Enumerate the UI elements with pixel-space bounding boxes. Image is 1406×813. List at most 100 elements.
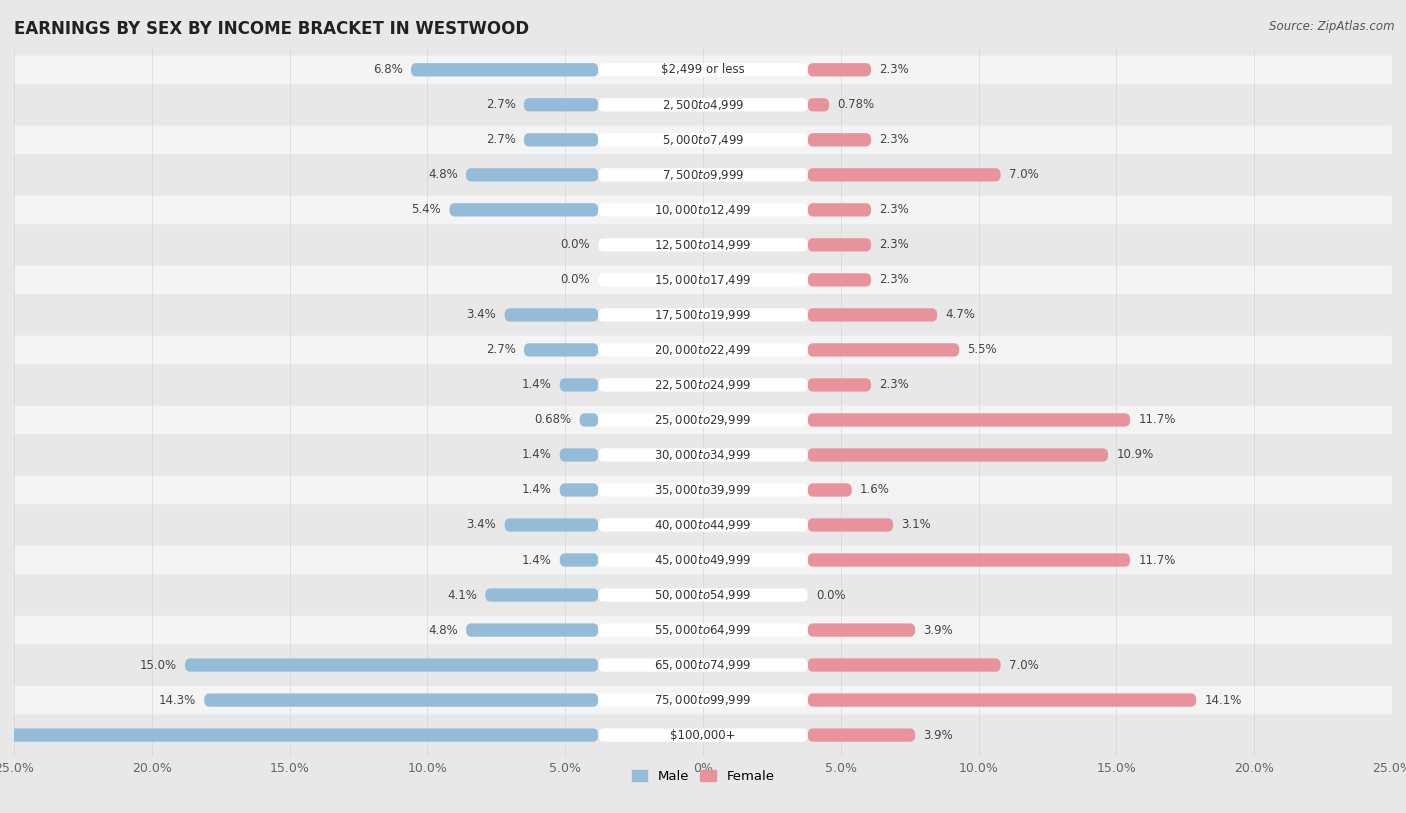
- Text: 5.4%: 5.4%: [412, 203, 441, 216]
- Text: 11.7%: 11.7%: [1139, 554, 1175, 567]
- Text: 2.3%: 2.3%: [879, 133, 910, 146]
- FancyBboxPatch shape: [807, 238, 872, 251]
- FancyBboxPatch shape: [505, 308, 599, 322]
- FancyBboxPatch shape: [450, 203, 599, 216]
- FancyBboxPatch shape: [14, 406, 1392, 434]
- FancyBboxPatch shape: [599, 554, 807, 567]
- Text: 7.0%: 7.0%: [1010, 659, 1039, 672]
- FancyBboxPatch shape: [14, 90, 1392, 119]
- FancyBboxPatch shape: [14, 546, 1392, 574]
- Text: $10,000 to $12,499: $10,000 to $12,499: [654, 203, 752, 217]
- FancyBboxPatch shape: [807, 554, 1130, 567]
- Text: 4.1%: 4.1%: [447, 589, 477, 602]
- FancyBboxPatch shape: [560, 483, 599, 497]
- FancyBboxPatch shape: [14, 511, 1392, 539]
- FancyBboxPatch shape: [807, 133, 872, 146]
- FancyBboxPatch shape: [14, 301, 1392, 329]
- FancyBboxPatch shape: [599, 273, 807, 286]
- Text: 0.0%: 0.0%: [561, 238, 591, 251]
- Text: Source: ZipAtlas.com: Source: ZipAtlas.com: [1270, 20, 1395, 33]
- Text: $40,000 to $44,999: $40,000 to $44,999: [654, 518, 752, 532]
- Text: 15.0%: 15.0%: [139, 659, 177, 672]
- Text: $17,500 to $19,999: $17,500 to $19,999: [654, 308, 752, 322]
- FancyBboxPatch shape: [807, 63, 872, 76]
- Text: 11.7%: 11.7%: [1139, 414, 1175, 427]
- Text: $5,000 to $7,499: $5,000 to $7,499: [662, 133, 744, 147]
- FancyBboxPatch shape: [14, 266, 1392, 294]
- FancyBboxPatch shape: [524, 98, 599, 111]
- FancyBboxPatch shape: [599, 203, 807, 216]
- FancyBboxPatch shape: [411, 63, 599, 76]
- FancyBboxPatch shape: [599, 308, 807, 322]
- FancyBboxPatch shape: [807, 168, 1001, 181]
- FancyBboxPatch shape: [807, 273, 872, 286]
- Text: $100,000+: $100,000+: [671, 728, 735, 741]
- Text: 1.4%: 1.4%: [522, 449, 551, 462]
- FancyBboxPatch shape: [560, 448, 599, 462]
- FancyBboxPatch shape: [14, 615, 1392, 645]
- FancyBboxPatch shape: [599, 659, 807, 672]
- Text: $75,000 to $99,999: $75,000 to $99,999: [654, 693, 752, 707]
- Text: $12,500 to $14,999: $12,500 to $14,999: [654, 238, 752, 252]
- FancyBboxPatch shape: [14, 580, 1392, 609]
- FancyBboxPatch shape: [599, 483, 807, 497]
- FancyBboxPatch shape: [599, 728, 807, 741]
- FancyBboxPatch shape: [599, 693, 807, 706]
- Text: 3.1%: 3.1%: [901, 519, 931, 532]
- FancyBboxPatch shape: [485, 589, 599, 602]
- FancyBboxPatch shape: [579, 413, 599, 427]
- FancyBboxPatch shape: [465, 624, 599, 637]
- Text: 6.8%: 6.8%: [373, 63, 402, 76]
- FancyBboxPatch shape: [599, 624, 807, 637]
- Text: EARNINGS BY SEX BY INCOME BRACKET IN WESTWOOD: EARNINGS BY SEX BY INCOME BRACKET IN WES…: [14, 20, 529, 38]
- Text: 2.3%: 2.3%: [879, 203, 910, 216]
- FancyBboxPatch shape: [14, 371, 1392, 399]
- FancyBboxPatch shape: [14, 336, 1392, 364]
- FancyBboxPatch shape: [524, 133, 599, 146]
- FancyBboxPatch shape: [599, 238, 807, 251]
- FancyBboxPatch shape: [204, 693, 599, 706]
- Text: 1.4%: 1.4%: [522, 484, 551, 497]
- FancyBboxPatch shape: [0, 728, 599, 741]
- FancyBboxPatch shape: [807, 624, 915, 637]
- FancyBboxPatch shape: [807, 378, 872, 392]
- Text: $50,000 to $54,999: $50,000 to $54,999: [654, 588, 752, 602]
- Text: 3.9%: 3.9%: [924, 728, 953, 741]
- Text: 2.7%: 2.7%: [485, 133, 516, 146]
- FancyBboxPatch shape: [14, 686, 1392, 715]
- FancyBboxPatch shape: [599, 98, 807, 111]
- FancyBboxPatch shape: [599, 589, 807, 602]
- FancyBboxPatch shape: [14, 476, 1392, 504]
- FancyBboxPatch shape: [807, 483, 852, 497]
- Text: 2.3%: 2.3%: [879, 378, 910, 391]
- Text: 14.1%: 14.1%: [1205, 693, 1241, 706]
- FancyBboxPatch shape: [599, 378, 807, 392]
- FancyBboxPatch shape: [599, 413, 807, 427]
- FancyBboxPatch shape: [465, 168, 599, 181]
- FancyBboxPatch shape: [186, 659, 599, 672]
- FancyBboxPatch shape: [14, 55, 1392, 84]
- Text: 2.3%: 2.3%: [879, 273, 910, 286]
- Text: $45,000 to $49,999: $45,000 to $49,999: [654, 553, 752, 567]
- Text: 2.3%: 2.3%: [879, 63, 910, 76]
- Text: $2,499 or less: $2,499 or less: [661, 63, 745, 76]
- Text: $15,000 to $17,499: $15,000 to $17,499: [654, 273, 752, 287]
- Text: $22,500 to $24,999: $22,500 to $24,999: [654, 378, 752, 392]
- FancyBboxPatch shape: [14, 721, 1392, 750]
- Text: 4.7%: 4.7%: [945, 308, 976, 321]
- FancyBboxPatch shape: [807, 203, 872, 216]
- FancyBboxPatch shape: [807, 693, 1197, 706]
- Text: 2.3%: 2.3%: [879, 238, 910, 251]
- FancyBboxPatch shape: [560, 554, 599, 567]
- Text: 0.0%: 0.0%: [561, 273, 591, 286]
- Text: 3.9%: 3.9%: [924, 624, 953, 637]
- Text: $65,000 to $74,999: $65,000 to $74,999: [654, 658, 752, 672]
- Text: 10.9%: 10.9%: [1116, 449, 1153, 462]
- Text: 0.78%: 0.78%: [838, 98, 875, 111]
- Text: 0.0%: 0.0%: [815, 589, 845, 602]
- Text: 1.4%: 1.4%: [522, 378, 551, 391]
- Text: 0.68%: 0.68%: [534, 414, 571, 427]
- FancyBboxPatch shape: [14, 650, 1392, 680]
- FancyBboxPatch shape: [807, 98, 830, 111]
- Text: 14.3%: 14.3%: [159, 693, 195, 706]
